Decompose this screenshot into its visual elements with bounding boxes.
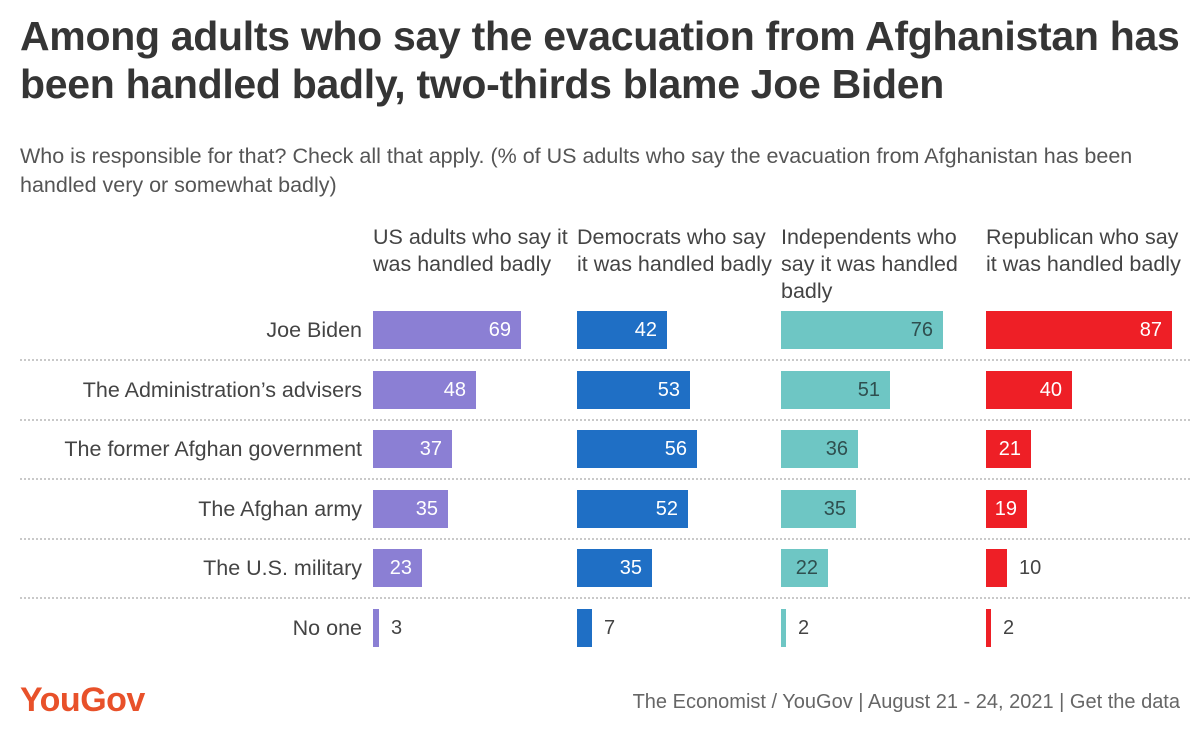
bar[interactable] bbox=[781, 490, 856, 528]
bar[interactable] bbox=[986, 490, 1027, 528]
data-label: 3 bbox=[391, 617, 403, 639]
source-credit[interactable]: The Economist / YouGov | August 21 - 24,… bbox=[632, 691, 1180, 713]
data-label: 51 bbox=[857, 379, 880, 401]
data-label: 36 bbox=[825, 438, 848, 460]
bar[interactable] bbox=[373, 609, 379, 647]
column-header-1: US adults who say it was handled badly bbox=[373, 225, 568, 276]
data-label: 87 bbox=[1139, 319, 1162, 341]
data-label: 19 bbox=[994, 498, 1017, 520]
category-label: The Administration’s advisers bbox=[82, 377, 362, 402]
data-label: 21 bbox=[998, 438, 1021, 460]
row-divider bbox=[20, 359, 1190, 361]
bar[interactable] bbox=[373, 430, 452, 468]
category-label: The U.S. military bbox=[203, 556, 362, 580]
data-label: 37 bbox=[419, 438, 442, 460]
data-label: 7 bbox=[604, 617, 616, 639]
row-divider bbox=[20, 478, 1190, 480]
category-label: No one bbox=[292, 615, 362, 640]
category-label: The former Afghan government bbox=[64, 437, 362, 461]
row-divider bbox=[20, 419, 1190, 421]
category-label: Joe Biden bbox=[266, 318, 362, 342]
bar[interactable] bbox=[373, 371, 476, 409]
row-divider bbox=[20, 597, 1190, 599]
chart-subtitle: Who is responsible for that? Check all t… bbox=[20, 144, 1133, 197]
yougov-logo: YouGov bbox=[20, 681, 145, 719]
data-label: 2 bbox=[798, 617, 810, 639]
data-label: 10 bbox=[1019, 557, 1042, 579]
data-label: 40 bbox=[1039, 379, 1062, 401]
bar[interactable] bbox=[373, 549, 422, 587]
category-label: The Afghan army bbox=[198, 496, 362, 521]
column-header-2: Democrats who say it was handled badly bbox=[577, 225, 772, 276]
bar[interactable] bbox=[577, 371, 690, 409]
bar[interactable] bbox=[781, 609, 786, 647]
bar[interactable] bbox=[577, 609, 592, 647]
data-label: 52 bbox=[655, 498, 678, 520]
bar[interactable] bbox=[373, 311, 521, 349]
chart-title: Among adults who say the evacuation from… bbox=[20, 13, 1180, 107]
bar[interactable] bbox=[986, 609, 991, 647]
data-label: 35 bbox=[619, 557, 642, 579]
bar[interactable] bbox=[577, 490, 688, 528]
data-label: 35 bbox=[823, 498, 846, 520]
bar[interactable] bbox=[986, 371, 1072, 409]
bar[interactable] bbox=[577, 430, 697, 468]
column-header-3: Independents who say it was handled badl… bbox=[781, 225, 958, 303]
column-header-4: Republican who say it was handled badly bbox=[986, 225, 1181, 276]
data-label: 42 bbox=[634, 319, 657, 341]
data-label: 76 bbox=[910, 319, 933, 341]
data-label: 69 bbox=[488, 319, 511, 341]
data-label: 22 bbox=[795, 557, 818, 579]
bar[interactable] bbox=[986, 311, 1172, 349]
bar[interactable] bbox=[577, 311, 667, 349]
data-label: 2 bbox=[1003, 617, 1015, 639]
bar[interactable] bbox=[577, 549, 652, 587]
bar[interactable] bbox=[781, 311, 943, 349]
data-label: 56 bbox=[664, 438, 687, 460]
data-label: 35 bbox=[415, 498, 438, 520]
bar[interactable] bbox=[781, 549, 828, 587]
bar[interactable] bbox=[373, 490, 448, 528]
bar[interactable] bbox=[986, 430, 1031, 468]
data-label: 48 bbox=[443, 379, 466, 401]
row-divider bbox=[20, 538, 1190, 540]
bar[interactable] bbox=[781, 430, 858, 468]
bar[interactable] bbox=[986, 549, 1007, 587]
data-label: 23 bbox=[389, 557, 412, 579]
data-label: 53 bbox=[657, 379, 680, 401]
bar[interactable] bbox=[781, 371, 890, 409]
